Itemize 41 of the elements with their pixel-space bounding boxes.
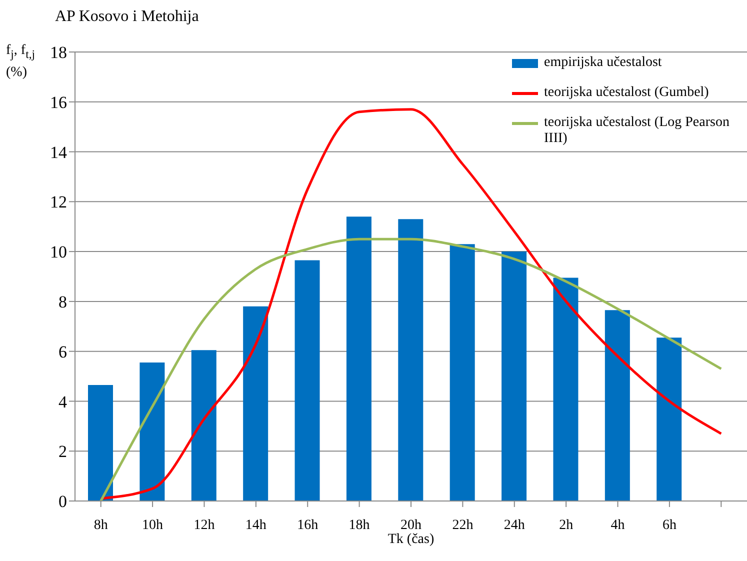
x-tick-label: 16h — [297, 518, 318, 533]
y-tick-label: 14 — [50, 142, 68, 162]
bar — [140, 362, 165, 501]
legend-label: teorijska učestalost (Log Pearson IIII) — [544, 115, 730, 147]
y-axis-title: f$_{j}$, f$_{t,j}$ (%) — [6, 42, 36, 82]
legend-label: teorijska učestalost (Gumbel) — [544, 85, 709, 101]
x-axis-title: Tk (čas) — [388, 532, 434, 547]
bar — [502, 252, 527, 501]
x-tick-label: 4h — [610, 518, 625, 533]
y-tick-label: 12 — [50, 192, 67, 212]
x-tick-label: 2h — [559, 518, 574, 533]
x-tick-label: 10h — [142, 518, 164, 533]
x-tick-label: 22h — [452, 518, 474, 533]
x-tick-label: 24h — [504, 518, 525, 533]
legend-label: empirijska učestalost — [544, 55, 662, 71]
bar — [243, 306, 268, 501]
chart-title: AP Kosovo i Metohija — [55, 8, 199, 26]
y-tick-label: 18 — [50, 43, 67, 62]
y-tick-label: 10 — [50, 242, 67, 262]
x-tick-label: 12h — [194, 518, 215, 533]
y-tick-label: 0 — [58, 492, 67, 512]
y-tick-label: 6 — [58, 342, 67, 362]
y-tick-label: 8 — [58, 292, 67, 312]
x-tick-label: 14h — [245, 518, 266, 533]
bar — [398, 219, 424, 501]
bar — [604, 310, 630, 501]
bar — [88, 385, 113, 501]
y-tick-label: 2 — [58, 442, 67, 462]
x-tick-label: 20h — [400, 518, 422, 533]
x-tick-label: 6h — [662, 518, 676, 533]
bar — [191, 350, 216, 501]
bar — [656, 338, 682, 501]
bar — [450, 244, 475, 501]
bar — [346, 216, 372, 501]
bar — [553, 278, 578, 501]
x-tick-label: 18h — [348, 518, 370, 533]
bar — [294, 260, 320, 501]
x-tick-label: 8h — [94, 518, 108, 533]
y-tick-label: 4 — [58, 392, 68, 412]
line-series — [100, 238, 722, 501]
y-tick-label: 16 — [50, 92, 67, 112]
